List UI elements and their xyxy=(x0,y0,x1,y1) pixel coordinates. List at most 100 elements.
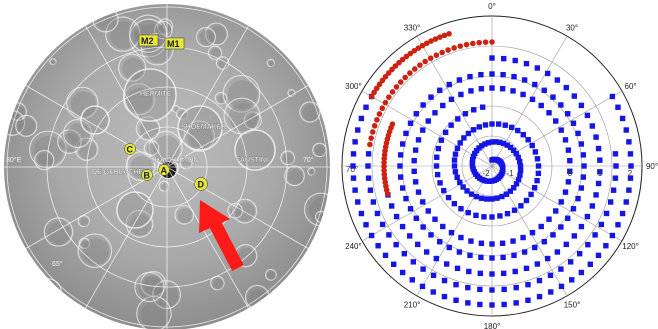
blue-square-point xyxy=(419,283,426,290)
blue-square-point xyxy=(379,221,386,228)
blue-square-point xyxy=(598,221,605,228)
blue-square-point xyxy=(489,302,495,308)
blue-square-point xyxy=(420,266,426,272)
blue-square-point xyxy=(365,163,371,169)
blue-square-point xyxy=(365,175,372,181)
blue-square-point xyxy=(489,271,495,277)
blue-square-point xyxy=(469,156,476,163)
blue-square-point xyxy=(455,116,461,122)
blue-square-point xyxy=(513,150,519,157)
blue-square-point xyxy=(553,118,559,124)
blue-square-point xyxy=(529,96,536,103)
crater xyxy=(129,14,168,53)
grid-spoke xyxy=(23,166,168,250)
red-dot-point xyxy=(407,70,413,76)
crater-label-de-gerlache: DE GERLACHE xyxy=(92,169,143,176)
blue-square-point xyxy=(548,289,554,295)
blue-square-point xyxy=(565,179,572,185)
blue-square-point xyxy=(597,169,603,175)
grid-spoke xyxy=(361,165,493,242)
ring-label: 1 xyxy=(598,169,603,178)
crater xyxy=(66,86,99,120)
blue-square-point xyxy=(534,65,541,71)
blue-square-point xyxy=(597,157,603,163)
blue-square-point xyxy=(485,140,492,146)
blue-square-point xyxy=(580,174,587,180)
red-dot-point xyxy=(389,121,396,127)
crater xyxy=(33,278,62,307)
crater xyxy=(34,149,55,171)
red-dot-point xyxy=(374,117,380,123)
blue-square-point xyxy=(587,261,593,267)
blue-square-point xyxy=(513,284,519,291)
blue-square-point xyxy=(607,199,614,205)
blue-square-point xyxy=(358,115,365,122)
blue-square-point xyxy=(489,55,495,61)
blue-square-point xyxy=(425,118,431,124)
blue-square-point xyxy=(525,297,531,303)
crater xyxy=(29,130,67,169)
crater xyxy=(125,209,154,238)
blue-square-point xyxy=(575,130,581,137)
blue-square-point xyxy=(593,192,599,198)
red-dot-point xyxy=(437,34,443,40)
blue-square-point xyxy=(470,153,477,160)
blue-square-point xyxy=(503,191,510,197)
blue-square-point xyxy=(513,300,519,306)
grid-spoke xyxy=(84,166,168,311)
blue-square-point xyxy=(534,261,541,267)
blue-square-point xyxy=(523,197,530,204)
red-dot-point xyxy=(382,73,389,80)
blue-square-point xyxy=(623,127,629,133)
blue-square-point xyxy=(553,208,559,214)
blue-square-point xyxy=(479,104,486,110)
blue-square-point xyxy=(409,277,415,283)
blue-square-point xyxy=(535,170,542,177)
svg-text:B: B xyxy=(144,171,151,181)
red-dot-point xyxy=(411,66,418,72)
blue-square-point xyxy=(534,177,540,184)
red-dot-point xyxy=(381,167,387,174)
marker-m1: M1 xyxy=(164,37,185,50)
blue-square-point xyxy=(550,94,556,100)
blue-square-point xyxy=(478,195,485,201)
blue-square-point xyxy=(567,157,573,164)
crater-label-shoemaker: SHOEMAKER xyxy=(181,124,227,131)
grid-spoke xyxy=(23,84,168,168)
blue-square-point xyxy=(375,243,381,249)
red-dot-point xyxy=(428,38,434,44)
angle-label: 120° xyxy=(622,242,639,251)
blue-square-point xyxy=(420,102,426,108)
blue-square-point xyxy=(520,132,526,138)
blue-square-point xyxy=(489,139,495,145)
blue-square-point xyxy=(520,91,526,98)
blue-square-point xyxy=(468,191,475,197)
blue-square-point xyxy=(453,297,459,303)
blue-square-point xyxy=(454,145,461,152)
blue-square-point xyxy=(437,239,443,245)
red-dot-point xyxy=(463,41,470,48)
blue-square-point xyxy=(500,140,507,147)
blue-square-point xyxy=(512,57,518,64)
blue-square-point xyxy=(442,129,449,136)
blue-square-point xyxy=(517,163,524,169)
edge-number-right: 70° xyxy=(303,156,314,164)
crater xyxy=(49,58,57,66)
blue-square-point xyxy=(397,174,404,180)
blue-square-point xyxy=(452,151,459,157)
blue-square-point xyxy=(569,277,575,283)
blue-square-point xyxy=(471,169,478,175)
blue-square-point xyxy=(440,223,446,230)
grid-spoke xyxy=(491,165,623,242)
blue-square-point xyxy=(434,171,441,178)
crater xyxy=(280,150,295,166)
blue-square-point xyxy=(500,270,507,277)
blue-square-point xyxy=(517,172,523,178)
blue-square-point xyxy=(352,139,358,145)
blue-square-point xyxy=(511,185,517,191)
blue-square-point xyxy=(558,199,564,205)
blue-square-point xyxy=(471,107,477,113)
blue-square-point xyxy=(441,277,448,284)
marker-b: B xyxy=(141,169,153,181)
blue-square-point xyxy=(469,163,476,169)
